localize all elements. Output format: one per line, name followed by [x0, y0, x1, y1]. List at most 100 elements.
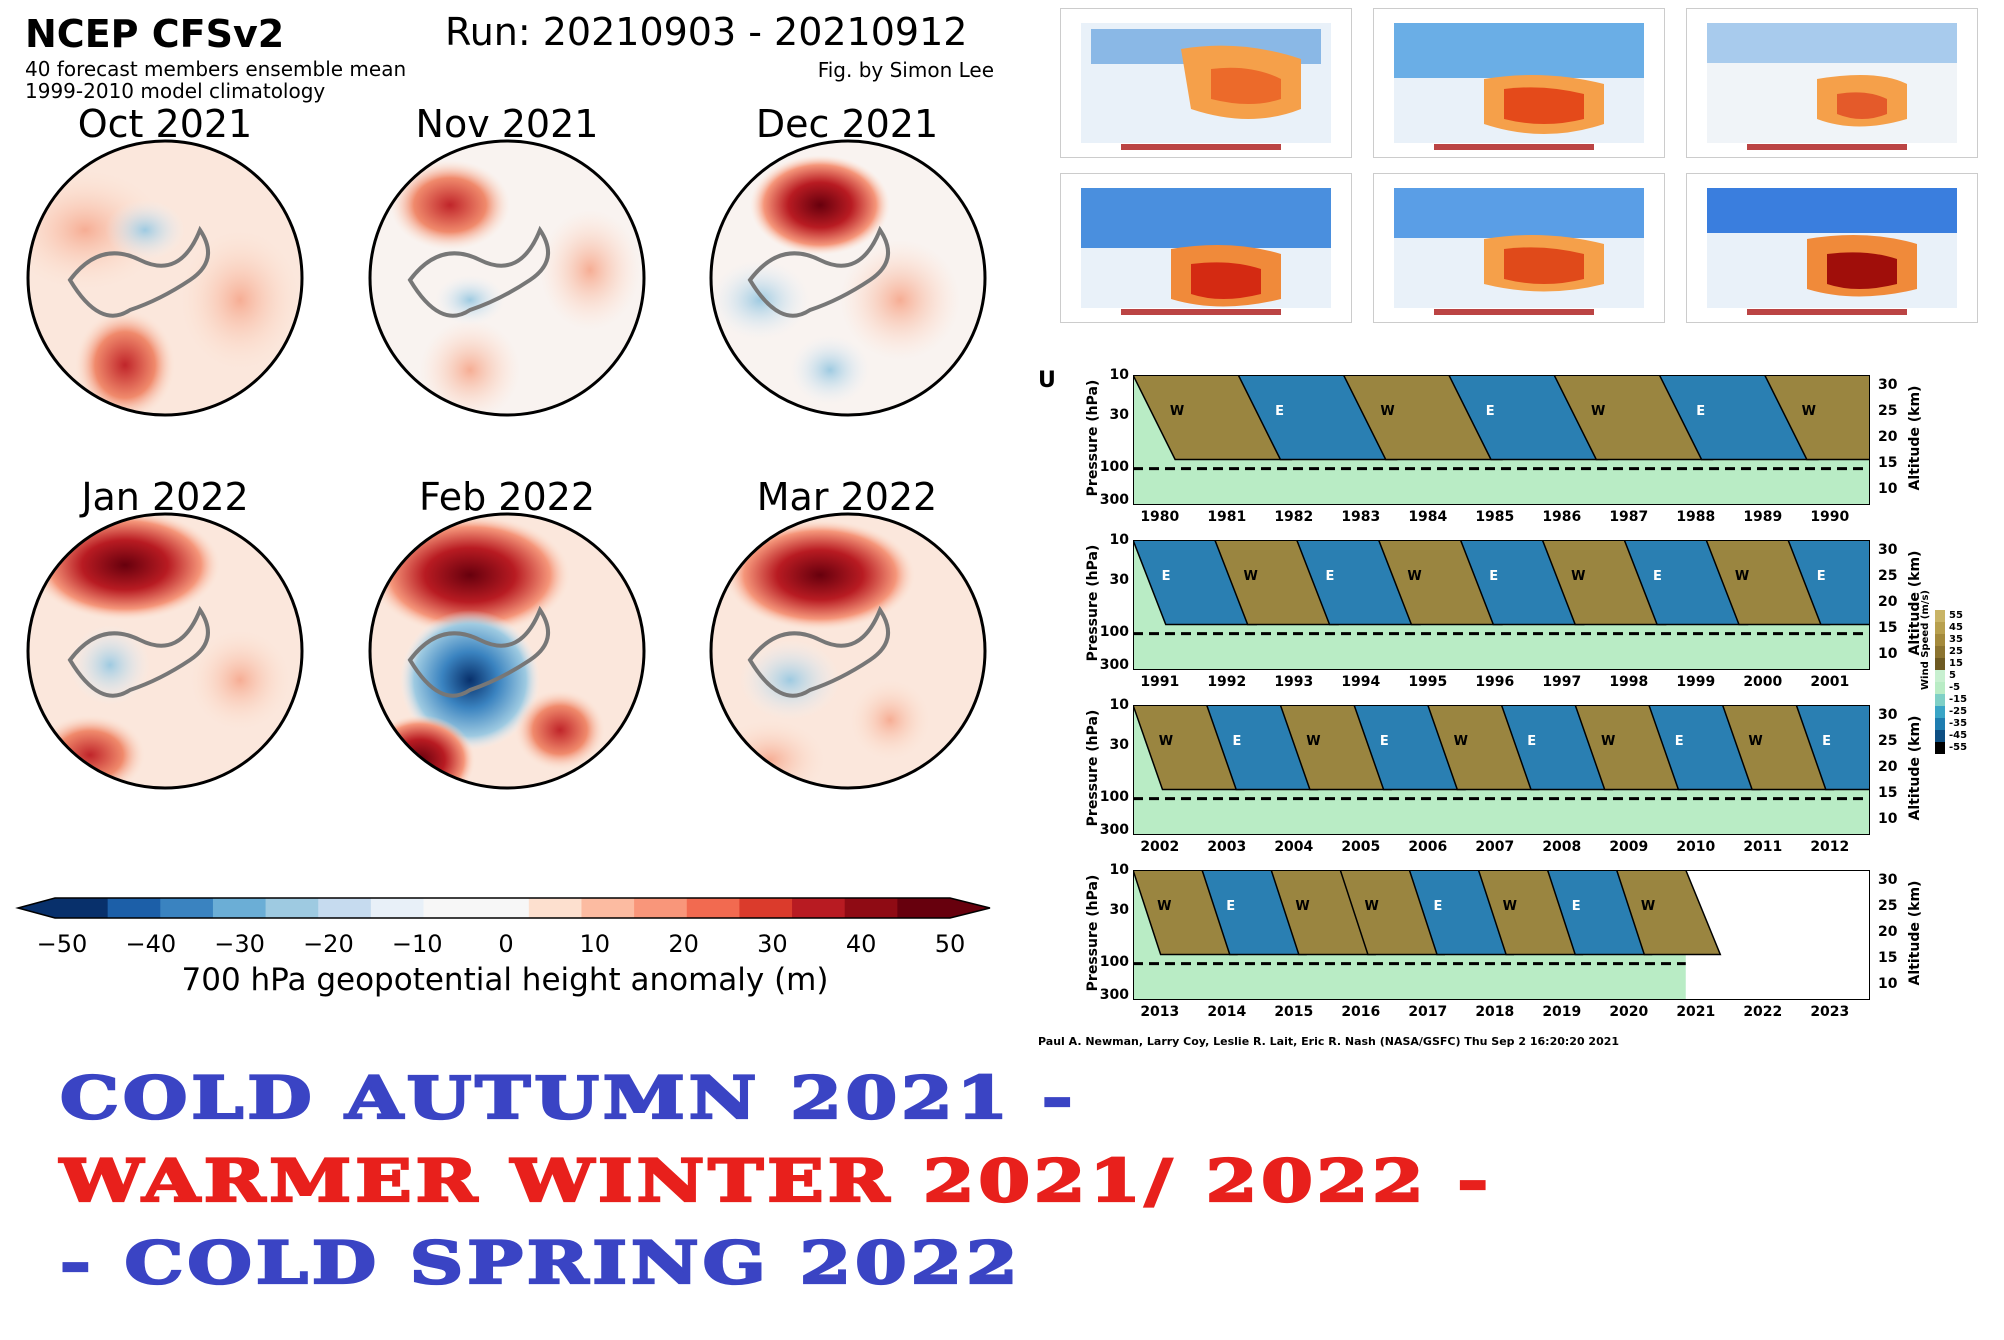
colorbar-tick-label: 30: [757, 930, 788, 958]
qbo-phase-label: E: [1380, 734, 1389, 749]
altitude-tick: 10: [1878, 481, 1898, 497]
us-map-3: [1686, 8, 1978, 158]
wind-legend-swatch: [1935, 670, 1945, 682]
year-tick: 1989: [1743, 509, 1783, 525]
pressure-tick: 100: [1099, 954, 1129, 970]
altitude-tick: 10: [1878, 646, 1898, 662]
altitude-tick: 15: [1878, 455, 1898, 471]
wind-legend-swatch: [1935, 634, 1945, 646]
qbo-phase-label: W: [1364, 899, 1378, 914]
headline-warmer-winter: WARMER WINTER 2021/ 2022 -: [58, 1147, 1493, 1216]
colorbar-swatch: [844, 898, 898, 918]
qbo-phase-label: W: [1571, 569, 1585, 584]
qbo-phase-label: E: [1675, 734, 1684, 749]
us-map-5: [1373, 173, 1665, 323]
year-tick: 1995: [1408, 674, 1448, 690]
colorbar-tick-label: −30: [214, 930, 265, 958]
altitude-axis-label: Altitude (km): [1907, 385, 1923, 491]
wind-legend-swatch: [1935, 682, 1945, 694]
colorbar-swatch: [423, 898, 477, 918]
year-tick: 2017: [1408, 1004, 1448, 1020]
year-tick: 2008: [1542, 839, 1582, 855]
pressure-tick: 300: [1099, 987, 1129, 1003]
colorbar-tick-label: 40: [845, 930, 877, 958]
us-map-6: [1686, 173, 1978, 323]
colorbar-swatch: [686, 898, 740, 918]
pressure-tick: 30: [1109, 902, 1129, 918]
wind-legend-swatch: [1935, 622, 1945, 634]
year-tick: 1997: [1542, 674, 1582, 690]
pressure-tick: 300: [1099, 822, 1129, 838]
year-tick: 1985: [1475, 509, 1515, 525]
year-tick: 1981: [1207, 509, 1247, 525]
wind-legend-swatch: [1935, 706, 1945, 718]
year-tick: 1983: [1341, 509, 1381, 525]
altitude-tick: 20: [1878, 924, 1898, 940]
us-map-4: [1060, 173, 1352, 323]
year-tick: 1980: [1140, 509, 1180, 525]
altitude-tick: 20: [1878, 759, 1898, 775]
altitude-tick: 30: [1878, 377, 1898, 393]
qbo-easterly-band: [1795, 705, 1870, 791]
figure-title: NCEP CFSv2: [25, 12, 285, 56]
panel-title-mar: Mar 2022: [756, 475, 938, 519]
colorbar-tick-label: 50: [934, 930, 966, 958]
headline-cold-spring: - COLD SPRING 2022: [59, 1229, 1022, 1298]
colorbar-swatch: [528, 898, 582, 918]
qbo-label: U: [1038, 368, 1056, 393]
pressure-axis-label: Pressure (hPa): [1085, 874, 1101, 992]
year-tick: 2004: [1274, 839, 1314, 855]
altitude-tick: 30: [1878, 872, 1898, 888]
colorbar-extend-low: [18, 898, 55, 918]
wind-legend-swatch: [1935, 646, 1945, 658]
pressure-axis-label: Pressure (hPa): [1085, 379, 1101, 497]
colorbar-tick-label: −20: [303, 930, 354, 958]
qbo-phase-label: W: [1641, 899, 1655, 914]
pressure-tick: 30: [1109, 737, 1129, 753]
colorbar-swatch: [897, 898, 951, 918]
pressure-tick: 10: [1109, 532, 1129, 548]
colorbar-extend-high: [950, 898, 990, 918]
qbo-phase-label: E: [1325, 569, 1334, 584]
qbo-phase-label: W: [1407, 569, 1421, 584]
qbo-phase-label: W: [1591, 404, 1605, 419]
colorbar-swatch: [55, 898, 109, 918]
panel-title-jan: Jan 2022: [81, 475, 249, 519]
colorbar-swatch: [581, 898, 635, 918]
colorbar-swatch: [792, 898, 846, 918]
year-tick: 2000: [1743, 674, 1783, 690]
year-tick: 2011: [1743, 839, 1783, 855]
altitude-axis-label: Altitude (km): [1907, 880, 1923, 986]
wind-legend-title: Wind Speed (m/s): [1920, 590, 1931, 690]
pressure-tick: 10: [1109, 862, 1129, 878]
altitude-tick: 20: [1878, 594, 1898, 610]
colorbar-swatch: [318, 898, 372, 918]
wind-legend-tick: 25: [1949, 646, 1963, 657]
qbo-westerly-band: [1763, 375, 1870, 461]
panel-title-dec: Dec 2021: [755, 102, 939, 146]
qbo-easterly-band: [1787, 540, 1870, 626]
pressure-tick: 300: [1099, 492, 1129, 508]
qbo-phase-label: E: [1226, 899, 1235, 914]
pressure-tick: 100: [1099, 624, 1129, 640]
run-range: Run: 20210903 - 20210912: [445, 10, 968, 54]
qbo-phase-label: E: [1489, 569, 1498, 584]
pressure-tick: 300: [1099, 657, 1129, 673]
year-tick: 1996: [1475, 674, 1515, 690]
year-tick: 1992: [1207, 674, 1247, 690]
colorbar-swatch: [212, 898, 267, 918]
year-tick: 1990: [1810, 509, 1850, 525]
year-tick: 1987: [1609, 509, 1649, 525]
colorbar-swatch: [739, 898, 793, 918]
wind-legend-tick: 5: [1949, 670, 1956, 681]
map-mar-2022: [711, 514, 985, 788]
qbo-phase-label: E: [1275, 404, 1284, 419]
altitude-tick: 25: [1878, 568, 1898, 584]
qbo-phase-label: W: [1159, 734, 1173, 749]
headline-cold-autumn: COLD AUTUMN 2021 -: [59, 1064, 1077, 1133]
panel-title-feb: Feb 2022: [418, 475, 596, 519]
qbo-phase-label: W: [1306, 734, 1320, 749]
colorbar-swatch: [160, 898, 214, 918]
